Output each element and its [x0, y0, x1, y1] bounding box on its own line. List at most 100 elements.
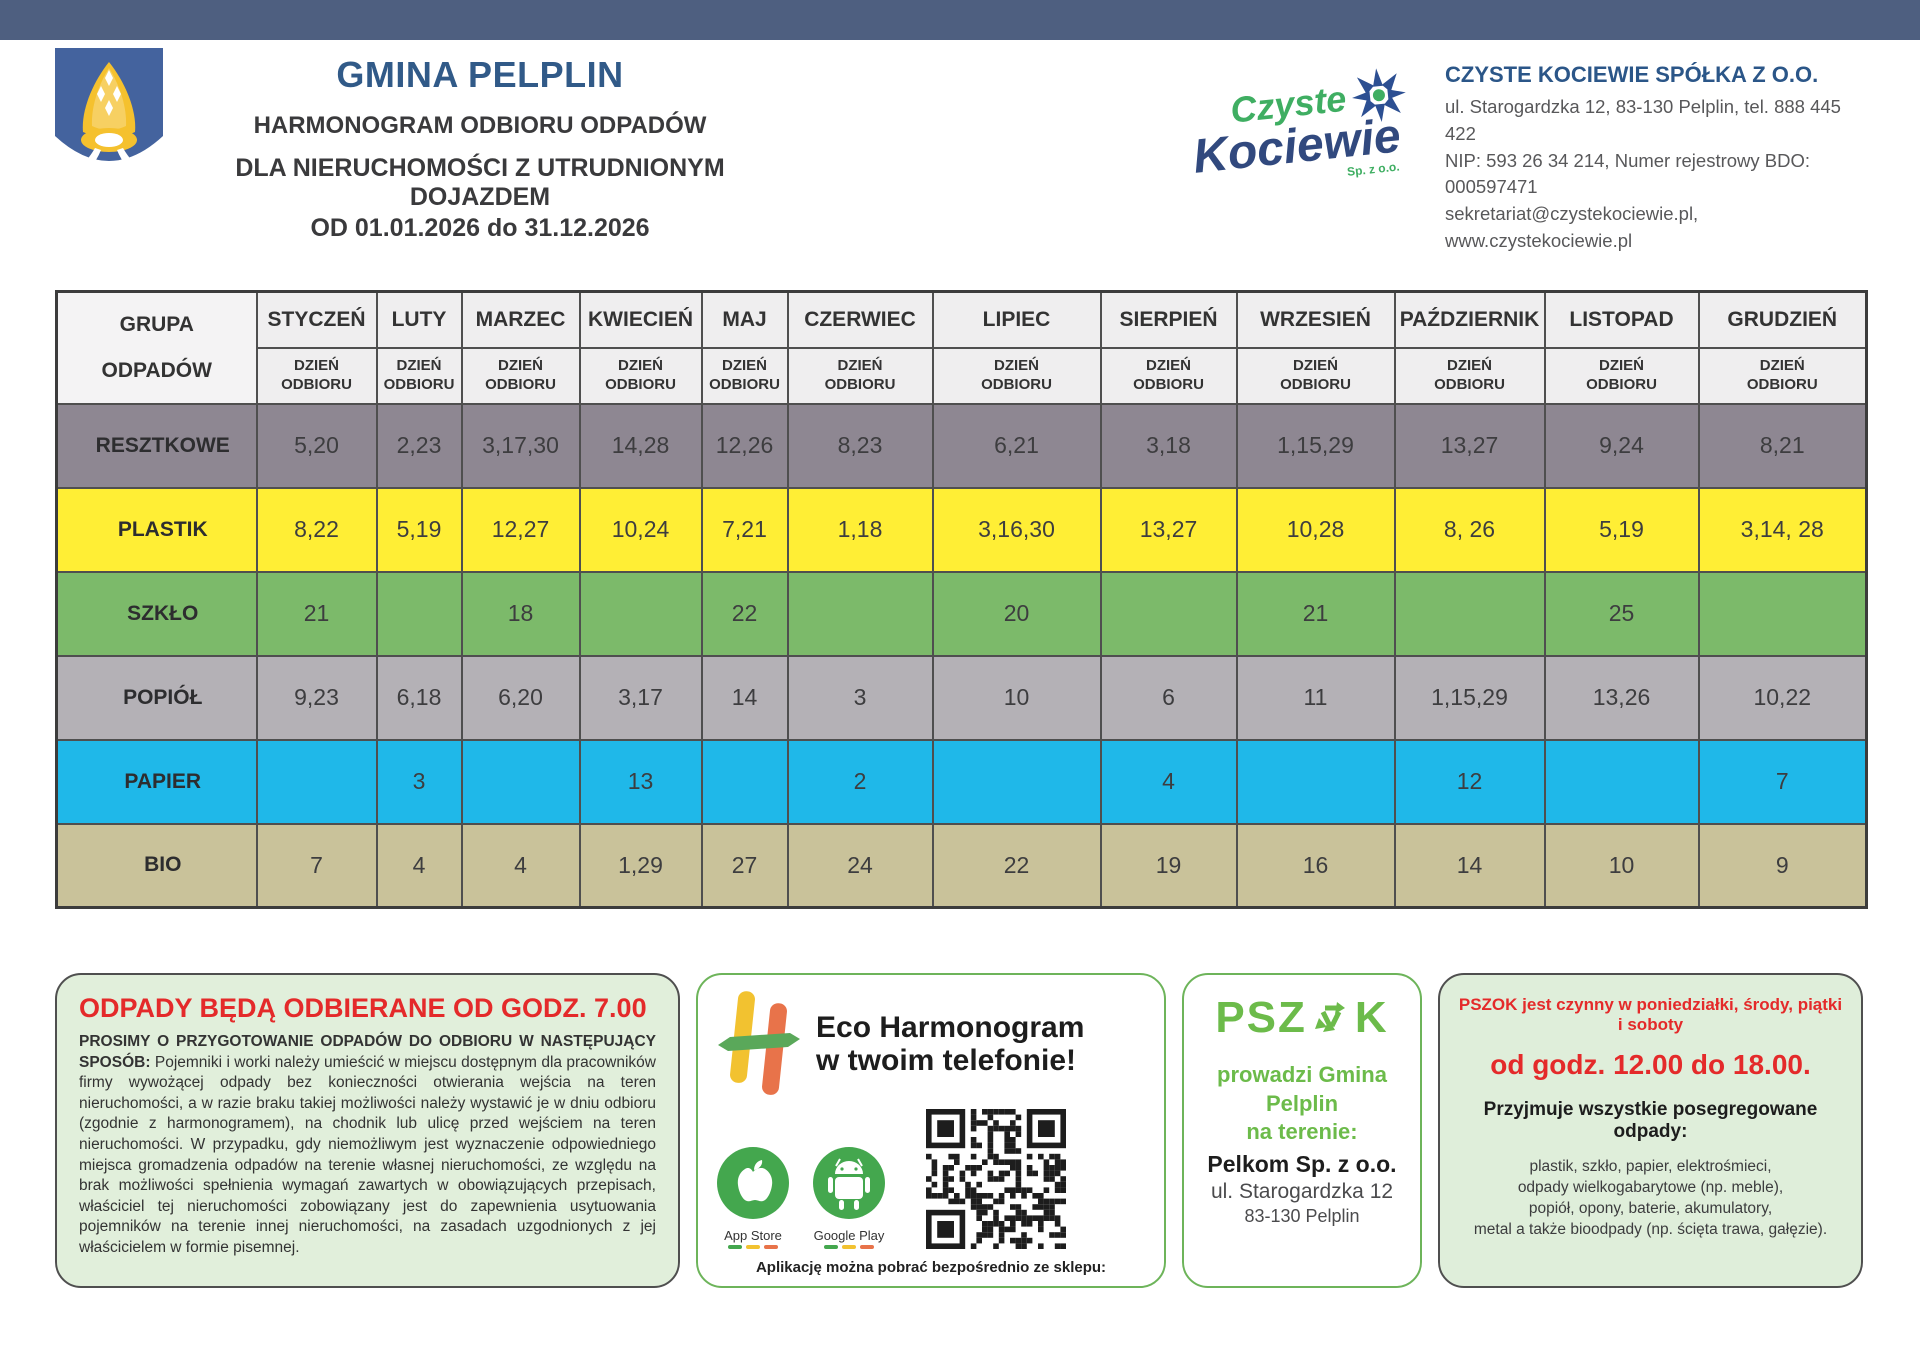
- pickup-days-cell: 10,28: [1235, 486, 1396, 573]
- pickup-days-cell: 13,27: [1393, 402, 1546, 489]
- pickup-days-cell: 6,20: [460, 654, 581, 741]
- pickup-days-cell: 24: [786, 822, 934, 909]
- group-label: POPIÓŁ: [55, 654, 258, 741]
- month-header: SIERPIEŃ: [1099, 290, 1238, 349]
- schedule-row: POPIÓŁ 9,23 6,18 6,20 3,17 14 3 10 6 11 1,15,29 13,…: [55, 654, 1868, 741]
- pickup-days-cell: 4: [460, 822, 581, 909]
- pickup-days-cell: 1,15,29: [1235, 402, 1396, 489]
- hours-days: PSZOK jest czynny w poniedziałki, środy,…: [1458, 995, 1843, 1034]
- page-subtitle-2: DLA NIERUCHOMOŚCI Z UTRUDNIONYM DOJAZDEM: [235, 154, 725, 211]
- month-header: KWIECIEŃ: [578, 290, 703, 349]
- hours-accepts-heading: Przyjmuje wszystkie posegregowane odpady…: [1483, 1099, 1818, 1142]
- pickup-days-cell: 13: [578, 738, 703, 825]
- pickup-days-cell: 8, 26: [1393, 486, 1546, 573]
- page-title: GMINA PELPLIN: [336, 54, 624, 95]
- day-subheader: DZIEŃ ODBIORU: [578, 346, 703, 405]
- pickup-info-box: ODPADY BĘDĄ ODBIERANE OD GODZ. 7.00 PROS…: [55, 973, 680, 1288]
- pickup-days-cell: 3: [786, 654, 934, 741]
- schedule-row: BIO 7 4 4 1,29 27 24 22 19 16 14 10 9: [55, 822, 1868, 909]
- group-label: PLASTIK: [55, 486, 258, 573]
- google-play-icon: [813, 1147, 885, 1219]
- pickup-days-cell: 18: [460, 570, 581, 657]
- pickup-days-cell: 13,27: [1099, 486, 1238, 573]
- pickup-days-cell: 5,20: [255, 402, 378, 489]
- page-subtitle-3: OD 01.01.2026 do 31.12.2026: [310, 214, 650, 242]
- day-subheader: DZIEŃ ODBIORU: [255, 346, 378, 405]
- company-email: sekretariat@czystekociewie.pl, www.czyst…: [1445, 203, 1699, 252]
- pickup-days-cell: 14: [700, 654, 789, 741]
- bottom-info-row: ODPADY BĘDĄ ODBIERANE OD GODZ. 7.00 PROS…: [55, 973, 1865, 1288]
- pszok-logo: PSZ K: [1215, 993, 1389, 1042]
- day-subheader: DZIEŃ ODBIORU: [1099, 346, 1238, 405]
- pickup-days-cell: 9,24: [1543, 402, 1700, 489]
- group-label: RESZTKOWE: [55, 402, 258, 489]
- pickup-info-heading: ODPADY BĘDĄ ODBIERANE OD GODZ. 7.00: [79, 993, 647, 1023]
- pickup-days-cell: 6,18: [375, 654, 463, 741]
- pickup-info-text: PROSIMY O PRZYGOTOWANIE ODPADÓW DO ODBIO…: [79, 1033, 656, 1257]
- pickup-days-cell: [375, 570, 463, 657]
- pickup-days-cell: 1,18: [786, 486, 934, 573]
- pickup-days-cell: 12: [1393, 738, 1546, 825]
- header: GMINA PELPLIN HARMONOGRAM ODBIORU ODPADÓ…: [0, 40, 1920, 290]
- pickup-days-cell: 22: [931, 822, 1102, 909]
- pickup-days-cell: 19: [1099, 822, 1238, 909]
- google-play-badge: Google Play: [812, 1146, 886, 1249]
- month-header: MARZEC: [460, 290, 581, 349]
- pickup-days-cell: 4: [375, 822, 463, 909]
- pickup-days-cell: 9: [1697, 822, 1868, 909]
- hours-time: od godz. 12.00 do 18.00.: [1490, 1049, 1811, 1080]
- group-label: SZKŁO: [55, 570, 258, 657]
- day-subheader: DZIEŃ ODBIORU: [1697, 346, 1868, 405]
- day-subheader: DZIEŃ ODBIORU: [1235, 346, 1396, 405]
- pickup-days-cell: 10,22: [1697, 654, 1868, 741]
- pickup-days-cell: 6,21: [931, 402, 1102, 489]
- pickup-days-cell: 22: [700, 570, 789, 657]
- pickup-days-cell: 3,17: [578, 654, 703, 741]
- pickup-days-cell: 3,18: [1099, 402, 1238, 489]
- pickup-days-cell: 8,23: [786, 402, 934, 489]
- schedule-row: PLASTIK 8,22 5,19 12,27 10,24 7,21 1,18 3,16,30…: [55, 486, 1868, 573]
- pszok-street: ul. Starogardzka 12: [1210, 1179, 1394, 1203]
- pszok-operator-box: PSZ K prowadzi Gmina Pelplin na terenie:…: [1182, 973, 1422, 1288]
- pickup-days-cell: 14,28: [578, 402, 703, 489]
- pickup-days-cell: 5,19: [375, 486, 463, 573]
- pickup-days-cell: [1543, 738, 1700, 825]
- pickup-days-cell: 12,27: [460, 486, 581, 573]
- app-store-badge: App Store: [716, 1146, 790, 1249]
- eco-harmonogram-logo-icon: [718, 991, 800, 1095]
- pickup-days-cell: 5,19: [1543, 486, 1700, 573]
- month-header: MAJ: [700, 290, 789, 349]
- day-subheader: DZIEŃ ODBIORU: [700, 346, 789, 405]
- company-address: ul. Starogardzka 12, 83-130 Pelplin, tel…: [1445, 96, 1841, 144]
- top-bar: [0, 0, 1920, 40]
- pickup-days-cell: [1393, 570, 1546, 657]
- group-column-header: GRUPA ODPADÓW: [55, 290, 258, 405]
- company-info: CZYSTE KOCIEWIE SPÓŁKA Z O.O. ul. Starog…: [1445, 62, 1865, 255]
- pickup-days-cell: 3,14, 28: [1697, 486, 1868, 573]
- pickup-days-cell: 3,17,30: [460, 402, 581, 489]
- pickup-days-cell: [931, 738, 1102, 825]
- pickup-days-cell: 4: [1099, 738, 1238, 825]
- qr-code: [926, 1109, 1066, 1249]
- company-nip: NIP: 593 26 34 214, Numer rejestrowy BDO…: [1445, 149, 1811, 198]
- pickup-days-cell: 3: [375, 738, 463, 825]
- pickup-days-cell: [786, 570, 934, 657]
- waste-schedule-table: GRUPA ODPADÓW STYCZEŃ LUTY MARZEC KWIECIEŃ MAJ…: [55, 290, 1868, 909]
- pickup-days-cell: 9,23: [255, 654, 378, 741]
- month-header: WRZESIEŃ: [1235, 290, 1396, 349]
- day-subheader: DZIEŃ ODBIORU: [931, 346, 1102, 405]
- pickup-days-cell: 2,23: [375, 402, 463, 489]
- month-header: LUTY: [375, 290, 463, 349]
- month-header: LISTOPAD: [1543, 290, 1700, 349]
- pickup-days-cell: [1235, 738, 1396, 825]
- pickup-days-cell: [700, 738, 789, 825]
- pickup-days-cell: 10: [931, 654, 1102, 741]
- app-store-icon: [717, 1147, 789, 1219]
- day-subheader: DZIEŃ ODBIORU: [375, 346, 463, 405]
- month-header: CZERWIEC: [786, 290, 934, 349]
- pszok-line1: prowadzi Gmina Pelplin: [1217, 1062, 1387, 1116]
- pickup-days-cell: [1697, 570, 1868, 657]
- pickup-days-cell: 20: [931, 570, 1102, 657]
- day-subheader: DZIEŃ ODBIORU: [460, 346, 581, 405]
- pickup-days-cell: 25: [1543, 570, 1700, 657]
